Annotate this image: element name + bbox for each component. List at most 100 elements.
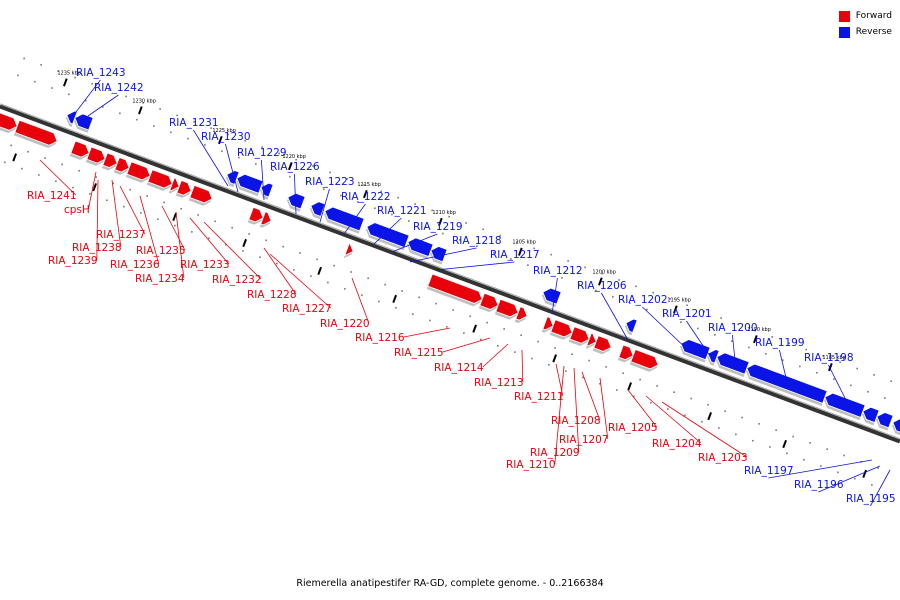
guide-dot xyxy=(255,163,257,165)
guide-dot xyxy=(503,328,505,330)
tick-mark-inner xyxy=(172,212,177,222)
guide-dot xyxy=(826,448,828,450)
guide-dot xyxy=(635,285,637,288)
guide-dot xyxy=(465,222,467,224)
guide-dot xyxy=(91,83,93,85)
guide-dot xyxy=(724,410,726,412)
guide-dot xyxy=(225,243,227,246)
guide-dot xyxy=(601,272,603,275)
reverse-gene xyxy=(225,170,240,188)
guide-dot xyxy=(310,275,312,277)
guide-dot xyxy=(752,439,754,442)
forward-gene xyxy=(85,146,106,166)
guide-dot xyxy=(140,212,142,214)
guide-dot xyxy=(656,385,658,387)
leader-line xyxy=(627,389,658,428)
forward-gene xyxy=(101,152,118,171)
guide-dot xyxy=(265,239,267,242)
reverse-gene xyxy=(624,318,638,336)
guide-dot xyxy=(544,270,546,273)
guide-dot xyxy=(463,332,465,334)
gene-body xyxy=(324,206,365,232)
forward-gene-label: RIA_1236 xyxy=(110,259,160,271)
tick-mark-inner xyxy=(707,411,712,421)
leader-line xyxy=(39,159,77,196)
guide-dot xyxy=(153,125,155,127)
leader-line xyxy=(599,377,609,440)
forward-gene-label: RIA_1239 xyxy=(48,255,98,267)
guide-dot xyxy=(204,144,206,146)
reverse-gene xyxy=(679,339,711,363)
reverse-gene xyxy=(541,287,562,307)
tick-mark-inner xyxy=(552,354,557,363)
forward-gene-label: RIA_1214 xyxy=(434,362,484,374)
guide-dot xyxy=(820,465,822,467)
reverse-gene-label: RIA_1201 xyxy=(662,308,712,320)
leader-line xyxy=(391,233,438,253)
forward-gene xyxy=(168,177,180,194)
forward-gene xyxy=(426,273,483,307)
gene-body xyxy=(14,119,58,146)
guide-dot xyxy=(197,214,199,216)
tick-mark-inner xyxy=(317,266,322,276)
gene-body xyxy=(86,146,106,164)
gene-body xyxy=(569,326,590,344)
guide-dot xyxy=(344,288,346,290)
guide-dot xyxy=(701,420,703,423)
guide-dot xyxy=(476,245,478,248)
guide-dot xyxy=(391,213,393,216)
guide-dot xyxy=(527,264,529,267)
forward-gene xyxy=(617,344,634,363)
gene-body xyxy=(586,332,597,347)
guide-dot xyxy=(493,251,495,254)
guide-dot xyxy=(380,190,382,193)
forward-gene-label: RIA_1228 xyxy=(247,289,297,301)
guide-dot xyxy=(537,340,539,343)
guide-dot xyxy=(272,169,274,172)
reverse-gene-label: RIA_1198 xyxy=(804,352,854,364)
guide-dot xyxy=(34,80,36,83)
guide-dot xyxy=(210,127,212,129)
guide-dot xyxy=(684,414,686,417)
leader-line xyxy=(828,364,847,401)
guide-dot xyxy=(877,467,879,469)
guide-dot xyxy=(435,302,437,305)
forward-gene-label: RIA_1238 xyxy=(72,242,122,254)
reverse-gene-label: RIA_1230 xyxy=(201,131,251,143)
guide-dot xyxy=(323,188,325,191)
guide-dot xyxy=(871,484,873,486)
guide-dot xyxy=(622,372,624,375)
guide-dot xyxy=(221,150,223,153)
reverse-gene-label: RIA_1231 xyxy=(169,117,219,129)
guide-dot xyxy=(119,112,121,115)
reverse-gene-label: RIA_1195 xyxy=(846,493,896,505)
tick-label: 1190 kbp xyxy=(747,327,771,333)
forward-gene-label: RIA_1237 xyxy=(96,229,146,241)
leader-line xyxy=(119,185,146,235)
guide-dot xyxy=(856,367,858,370)
guide-dot xyxy=(282,245,284,248)
gene-body xyxy=(114,156,130,173)
guide-dot xyxy=(633,395,635,398)
guide-dot xyxy=(57,70,59,72)
guide-dot xyxy=(21,167,23,170)
leader-line xyxy=(161,205,186,251)
forward-gene-label: RIA_1209 xyxy=(530,447,580,459)
guide-dot xyxy=(867,390,869,393)
guide-dot xyxy=(289,175,291,178)
forward-gene xyxy=(514,306,528,323)
tick-label: 1215 kbp xyxy=(357,182,381,188)
guide-dot xyxy=(720,317,722,319)
guide-dot xyxy=(469,315,471,318)
guide-dot xyxy=(854,477,856,480)
guide-dot xyxy=(333,264,335,267)
gene-body xyxy=(707,349,720,364)
guide-dot xyxy=(714,334,716,336)
reverse-gene-label: RIA_1222 xyxy=(341,191,391,203)
forward-gene-label: RIA_1233 xyxy=(180,259,230,271)
guide-dot xyxy=(68,93,70,96)
tick-mark-inner xyxy=(782,439,787,449)
guide-dot xyxy=(293,269,295,271)
guide-dot xyxy=(146,195,148,197)
reverse-gene xyxy=(235,173,264,197)
